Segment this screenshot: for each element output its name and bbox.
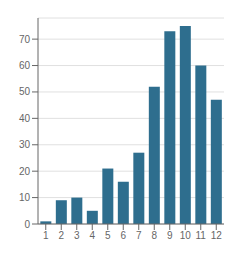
svg-text:12: 12 [211,230,223,241]
svg-text:10: 10 [180,230,192,241]
svg-text:0: 0 [24,219,30,230]
svg-text:30: 30 [19,139,31,150]
svg-text:4: 4 [89,230,95,241]
svg-text:20: 20 [19,166,31,177]
svg-text:7: 7 [136,230,142,241]
svg-text:60: 60 [19,60,31,71]
svg-text:40: 40 [19,113,31,124]
svg-text:50: 50 [19,86,31,97]
svg-text:9: 9 [167,230,173,241]
svg-text:11: 11 [196,230,207,241]
svg-text:8: 8 [151,230,157,241]
svg-text:2: 2 [58,230,64,241]
svg-text:5: 5 [105,230,111,241]
svg-text:10: 10 [19,192,31,203]
svg-text:3: 3 [74,230,80,241]
svg-text:70: 70 [19,34,31,45]
svg-text:1: 1 [43,230,49,241]
svg-text:6: 6 [120,230,126,241]
